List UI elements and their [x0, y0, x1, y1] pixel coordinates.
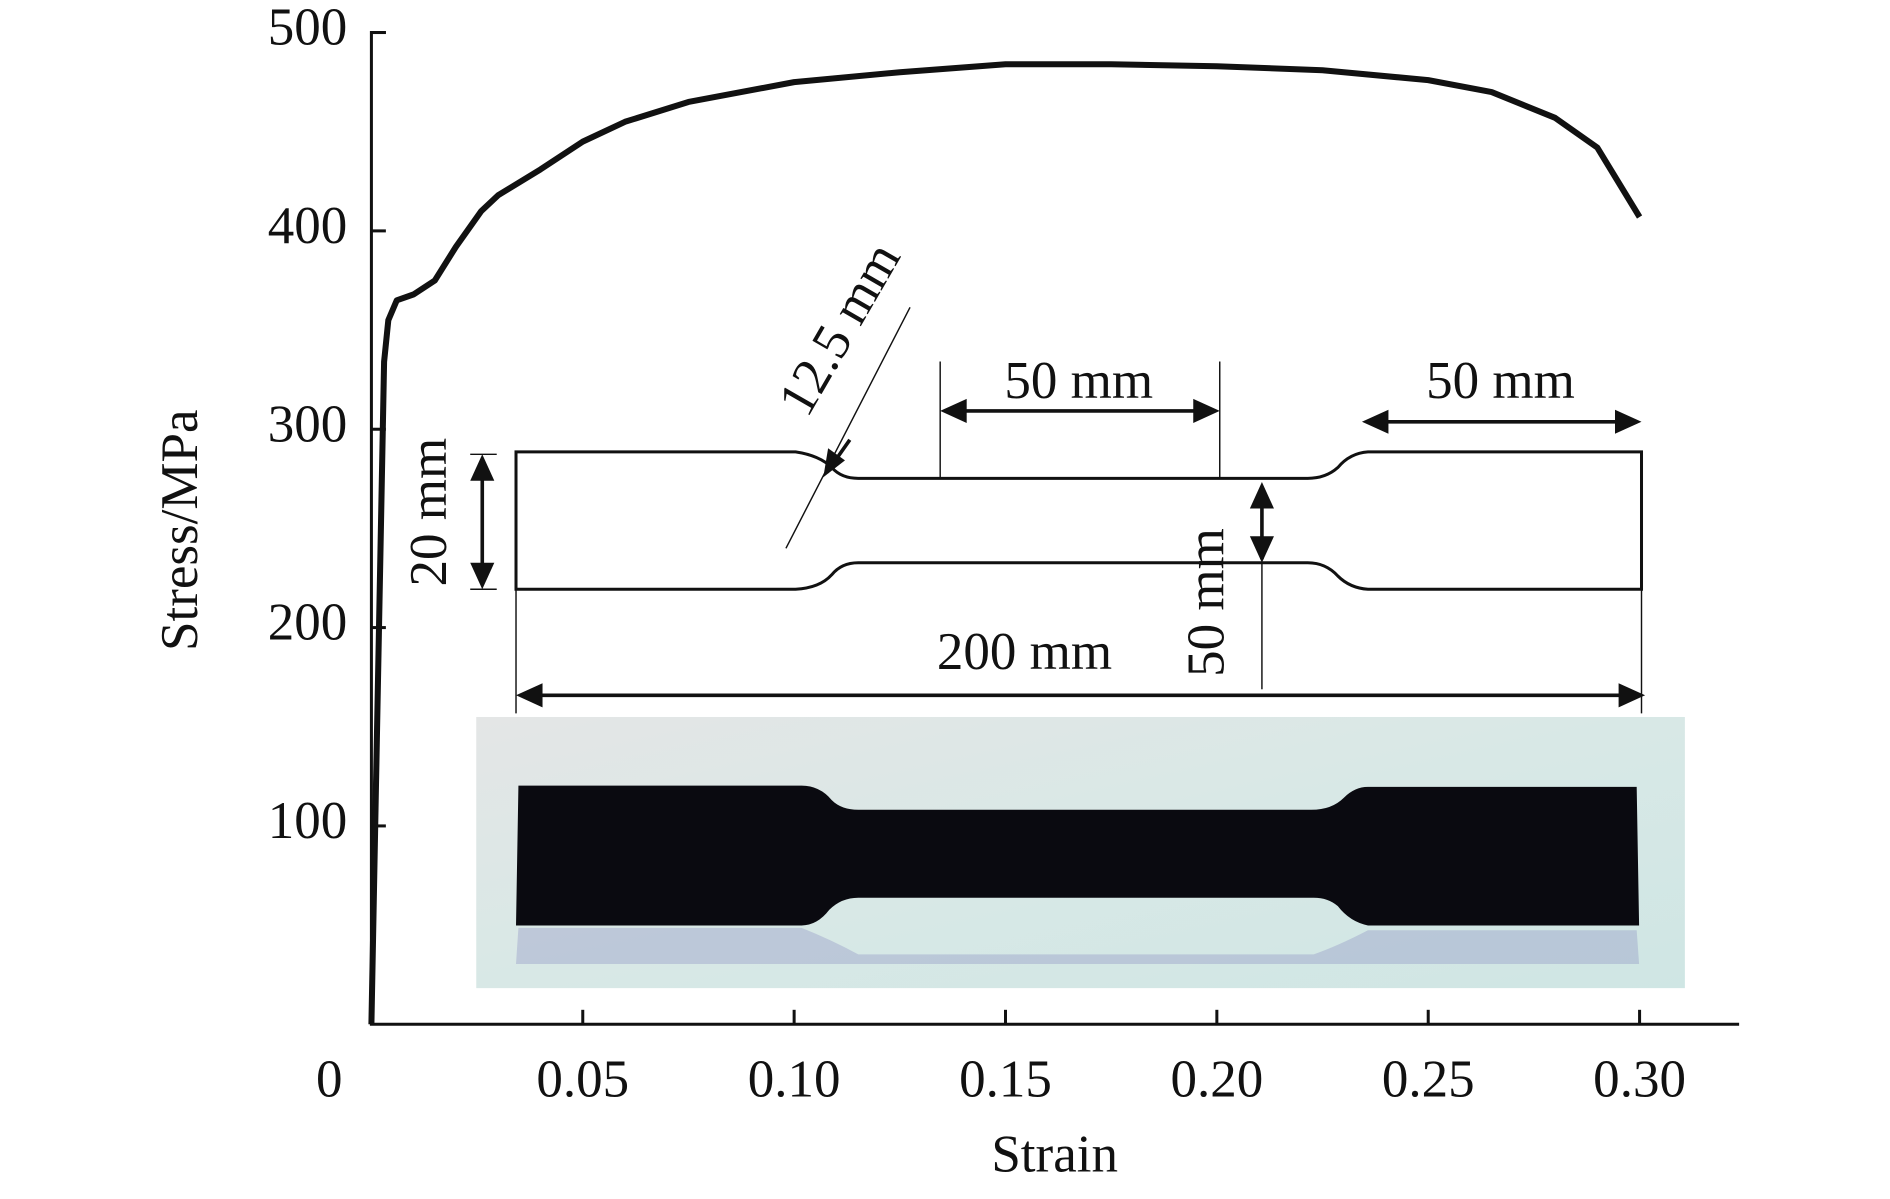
y-axis-label: Stress/MPa [151, 409, 209, 651]
y-tick-label: 100 [268, 792, 348, 850]
x-tick-label: 0.20 [1170, 1051, 1263, 1109]
x-tick-label: 0 [316, 1051, 343, 1109]
y-tick-label: 300 [268, 395, 348, 453]
annotation: 50 mm [1426, 352, 1575, 410]
annotation: 12.5 mm [767, 233, 911, 425]
y-tick-label: 500 [268, 0, 348, 57]
y-tick-label: 200 [268, 594, 348, 652]
x-tick-label: 0.10 [748, 1051, 841, 1109]
annotation: 50 mm [1177, 528, 1235, 677]
specimen-photo [476, 716, 1685, 989]
stress-strain-curve [368, 61, 1643, 1025]
x-tick-label: 0.15 [959, 1051, 1052, 1109]
specimen-drawing [470, 306, 1646, 714]
x-axis-label: Strain [991, 1125, 1118, 1183]
x-tick-label: 0.30 [1593, 1051, 1686, 1109]
annotation: 50 mm [1004, 352, 1153, 410]
annotation: 20 mm [400, 438, 458, 587]
annotation: 200 mm [937, 623, 1112, 681]
x-tick-label: 0.05 [536, 1051, 629, 1109]
x-tick-label: 0.25 [1382, 1051, 1475, 1109]
y-tick-label: 400 [268, 197, 348, 255]
